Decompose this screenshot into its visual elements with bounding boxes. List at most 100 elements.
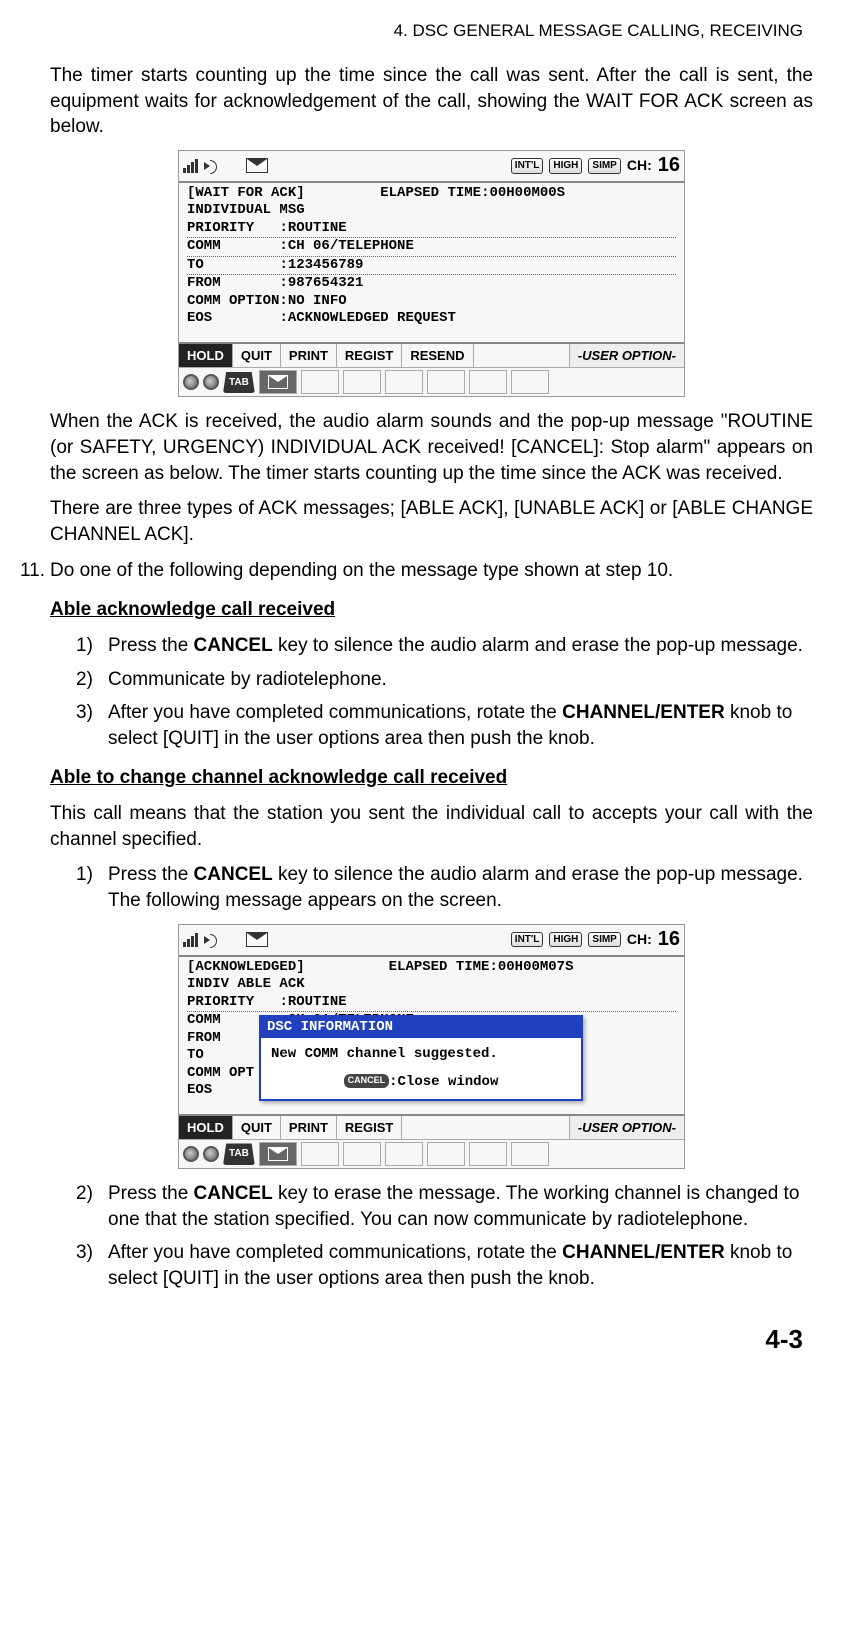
quit-button[interactable]: QUIT [233, 344, 281, 368]
tab-slot [385, 1142, 423, 1166]
popup-title: DSC INFORMATION [261, 1017, 581, 1039]
ch-value: 16 [658, 926, 680, 953]
eos-value: :ACKNOWLEDGED REQUEST [279, 310, 455, 326]
tab-slot [469, 370, 507, 394]
tab-slot [343, 1142, 381, 1166]
envelope-icon [246, 932, 268, 947]
eos-label: EOS [187, 310, 212, 326]
opt-label: COMM OPTION [187, 293, 279, 309]
ch-value: 16 [658, 152, 680, 179]
tab-slot [469, 1142, 507, 1166]
change-channel-heading: Able to change channel acknowledge call … [50, 765, 813, 791]
regist-button[interactable]: REGIST [337, 1116, 402, 1140]
signal-icon [183, 933, 198, 947]
comm-label: COMM [187, 238, 221, 254]
simp-badge: SIMP [588, 158, 620, 174]
screen-body: [WAIT FOR ACK] ELAPSED TIME:00H00M00S IN… [179, 183, 684, 342]
able-ack-heading: Able acknowledge call received [50, 597, 813, 623]
user-option: -USER OPTION- [570, 1116, 684, 1140]
sub-num: 3) [76, 1240, 108, 1291]
envelope-tab [259, 1142, 297, 1166]
priority-label: PRIORITY [187, 994, 254, 1010]
elapsed-time: ELAPSED TIME:00H00M07S [389, 959, 574, 975]
knob-icon [183, 1146, 199, 1162]
print-button[interactable]: PRINT [281, 344, 337, 368]
ch-label: CH: [627, 930, 652, 949]
popup-line2: :Close window [389, 1074, 498, 1090]
to-label: TO [187, 257, 204, 273]
tab-icon: TAB [223, 372, 255, 394]
sub-text: Press the CANCEL key to silence the audi… [108, 633, 803, 659]
screen-buttons: HOLD QUIT PRINT REGIST RESEND -USER OPTI… [179, 342, 684, 368]
simp-badge: SIMP [588, 932, 620, 948]
high-badge: HIGH [549, 158, 582, 174]
tab-icon: TAB [223, 1143, 255, 1165]
priority-value: :ROUTINE [279, 220, 346, 236]
sub2-intro: This call means that the station you sen… [50, 801, 813, 852]
tab-slot [427, 370, 465, 394]
step-number: 11. [20, 558, 50, 584]
opt-value: :NO INFO [279, 293, 346, 309]
page-number: 4-3 [20, 1322, 813, 1357]
envelope-icon [246, 158, 268, 173]
screen-bottom: TAB [179, 367, 684, 396]
sub-num: 2) [76, 667, 108, 693]
hold-button[interactable]: HOLD [179, 1116, 233, 1140]
msg-type: INDIV ABLE ACK [187, 976, 676, 994]
mid-paragraph-1: When the ACK is received, the audio alar… [50, 409, 813, 486]
screen-bottom: TAB [179, 1139, 684, 1168]
hold-button[interactable]: HOLD [179, 344, 233, 368]
intro-paragraph: The timer starts counting up the time si… [50, 63, 813, 140]
regist-button[interactable]: REGIST [337, 344, 402, 368]
signal-icon [183, 159, 198, 173]
cancel-badge: CANCEL [344, 1074, 390, 1087]
tab-slot [301, 1142, 339, 1166]
speaker-icon [204, 933, 220, 947]
acknowledged-screen: INT'L HIGH SIMP CH: 16 [ACKNOWLEDGED] EL… [178, 924, 685, 1170]
knob-icon [183, 374, 199, 390]
sub-num: 1) [76, 633, 108, 659]
ch-label: CH: [627, 156, 652, 175]
high-badge: HIGH [549, 932, 582, 948]
intl-badge: INT'L [511, 158, 544, 174]
priority-value: :ROUTINE [279, 994, 346, 1010]
tab-slot [301, 370, 339, 394]
resend-button[interactable]: RESEND [402, 344, 473, 368]
tab-slot [427, 1142, 465, 1166]
quit-button[interactable]: QUIT [233, 1116, 281, 1140]
screen-top-bar: INT'L HIGH SIMP CH: 16 [179, 925, 684, 957]
screen-title: [WAIT FOR ACK] [187, 185, 305, 201]
to-value: :123456789 [279, 257, 363, 273]
priority-label: PRIORITY [187, 220, 254, 236]
tab-slot [511, 1142, 549, 1166]
wait-ack-screen: INT'L HIGH SIMP CH: 16 [WAIT FOR ACK] EL… [178, 150, 685, 398]
screen-body: [ACKNOWLEDGED] ELAPSED TIME:00H00M07S IN… [179, 957, 684, 1114]
page-header: 4. DSC GENERAL MESSAGE CALLING, RECEIVIN… [20, 20, 813, 43]
sub-text: After you have completed communications,… [108, 700, 813, 751]
sub-text: Press the CANCEL key to erase the messag… [108, 1181, 813, 1232]
knob-icon [203, 374, 219, 390]
sub-text: Communicate by radiotelephone. [108, 667, 387, 693]
sub-num: 2) [76, 1181, 108, 1232]
envelope-tab [259, 370, 297, 394]
sub-num: 3) [76, 700, 108, 751]
msg-type: INDIVIDUAL MSG [187, 202, 676, 220]
step-text: Do one of the following depending on the… [50, 558, 673, 584]
speaker-icon [204, 159, 220, 173]
sub-text: After you have completed communications,… [108, 1240, 813, 1291]
comm-value: :CH 06/TELEPHONE [279, 238, 413, 254]
comm-label: COMM [187, 1012, 221, 1028]
popup-line1: New COMM channel suggested. [271, 1046, 571, 1064]
sub-num: 1) [76, 862, 108, 913]
intl-badge: INT'L [511, 932, 544, 948]
mid-paragraph-2: There are three types of ACK messages; [… [50, 496, 813, 547]
from-label: FROM [187, 275, 221, 291]
knob-icon [203, 1146, 219, 1162]
screen-title: [ACKNOWLEDGED] [187, 959, 305, 975]
print-button[interactable]: PRINT [281, 1116, 337, 1140]
sub-text: Press the CANCEL key to silence the audi… [108, 862, 813, 913]
tab-slot [343, 370, 381, 394]
tab-slot [511, 370, 549, 394]
elapsed-time: ELAPSED TIME:00H00M00S [380, 185, 565, 201]
user-option: -USER OPTION- [570, 344, 684, 368]
